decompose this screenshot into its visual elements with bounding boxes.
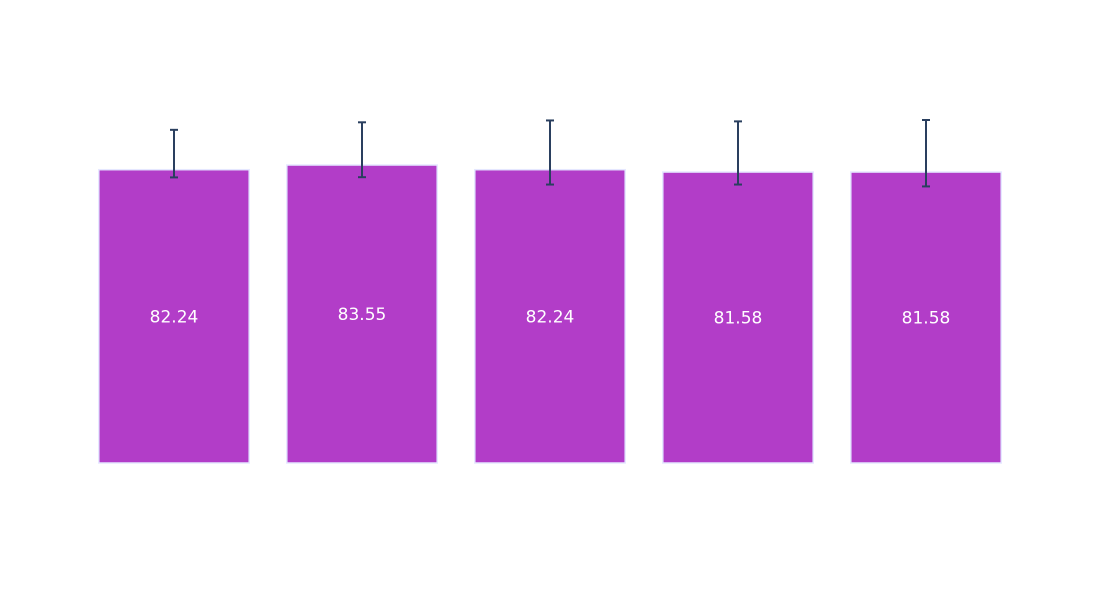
- error-bar-2: [358, 121, 366, 179]
- error-bar-3: [546, 119, 554, 186]
- bar-4: [662, 171, 814, 464]
- bar-value-label-5: 81.58: [902, 309, 951, 329]
- data-labels-layer: 82.24 83.55 82.24 81.58 81.58: [150, 305, 951, 329]
- bar-2: [286, 164, 438, 464]
- error-bar-1: [170, 128, 178, 179]
- error-bars-layer: [170, 118, 930, 188]
- bar-1: [98, 168, 250, 464]
- error-bar-4: [734, 120, 742, 186]
- error-bar-5: [922, 118, 930, 188]
- bar-value-label-1: 82.24: [150, 307, 199, 327]
- bar-value-label-4: 81.58: [714, 309, 763, 329]
- bar-value-label-2: 83.55: [338, 305, 387, 325]
- bar-5: [850, 171, 1002, 464]
- bar-value-label-3: 82.24: [526, 307, 575, 327]
